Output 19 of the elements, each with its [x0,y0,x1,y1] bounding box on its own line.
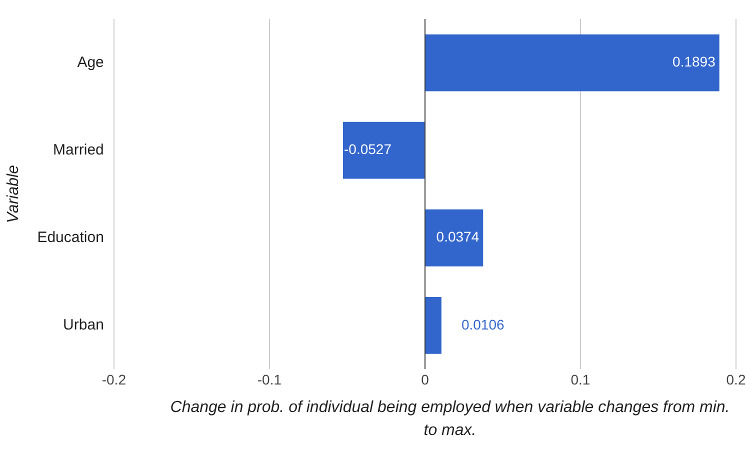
x-tick-label: 0 [421,371,430,388]
y-tick-label: Married [53,141,104,158]
bar [425,209,484,266]
x-tick-label: -0.2 [102,371,126,388]
data-label: 0.0374 [436,228,480,245]
bar [425,34,720,92]
bar [343,122,424,179]
y-tick-label: Education [37,229,104,246]
y-axis-title: Variable [5,164,22,224]
x-tick-label: 0.2 [726,371,746,388]
data-label: -0.0527 [344,141,392,158]
x-tick-label: 0.1 [570,371,590,388]
x-tick-label: -0.1 [257,371,282,388]
y-tick-label: Urban [63,316,104,334]
y-tick-label: Age [77,54,104,71]
data-label: 0.1893 [672,54,716,70]
bar [425,296,442,354]
x-axis-title: Change in prob. of individual being employed when variable changes from min. to max. [170,398,730,441]
data-label: 0.0106 [461,316,504,332]
